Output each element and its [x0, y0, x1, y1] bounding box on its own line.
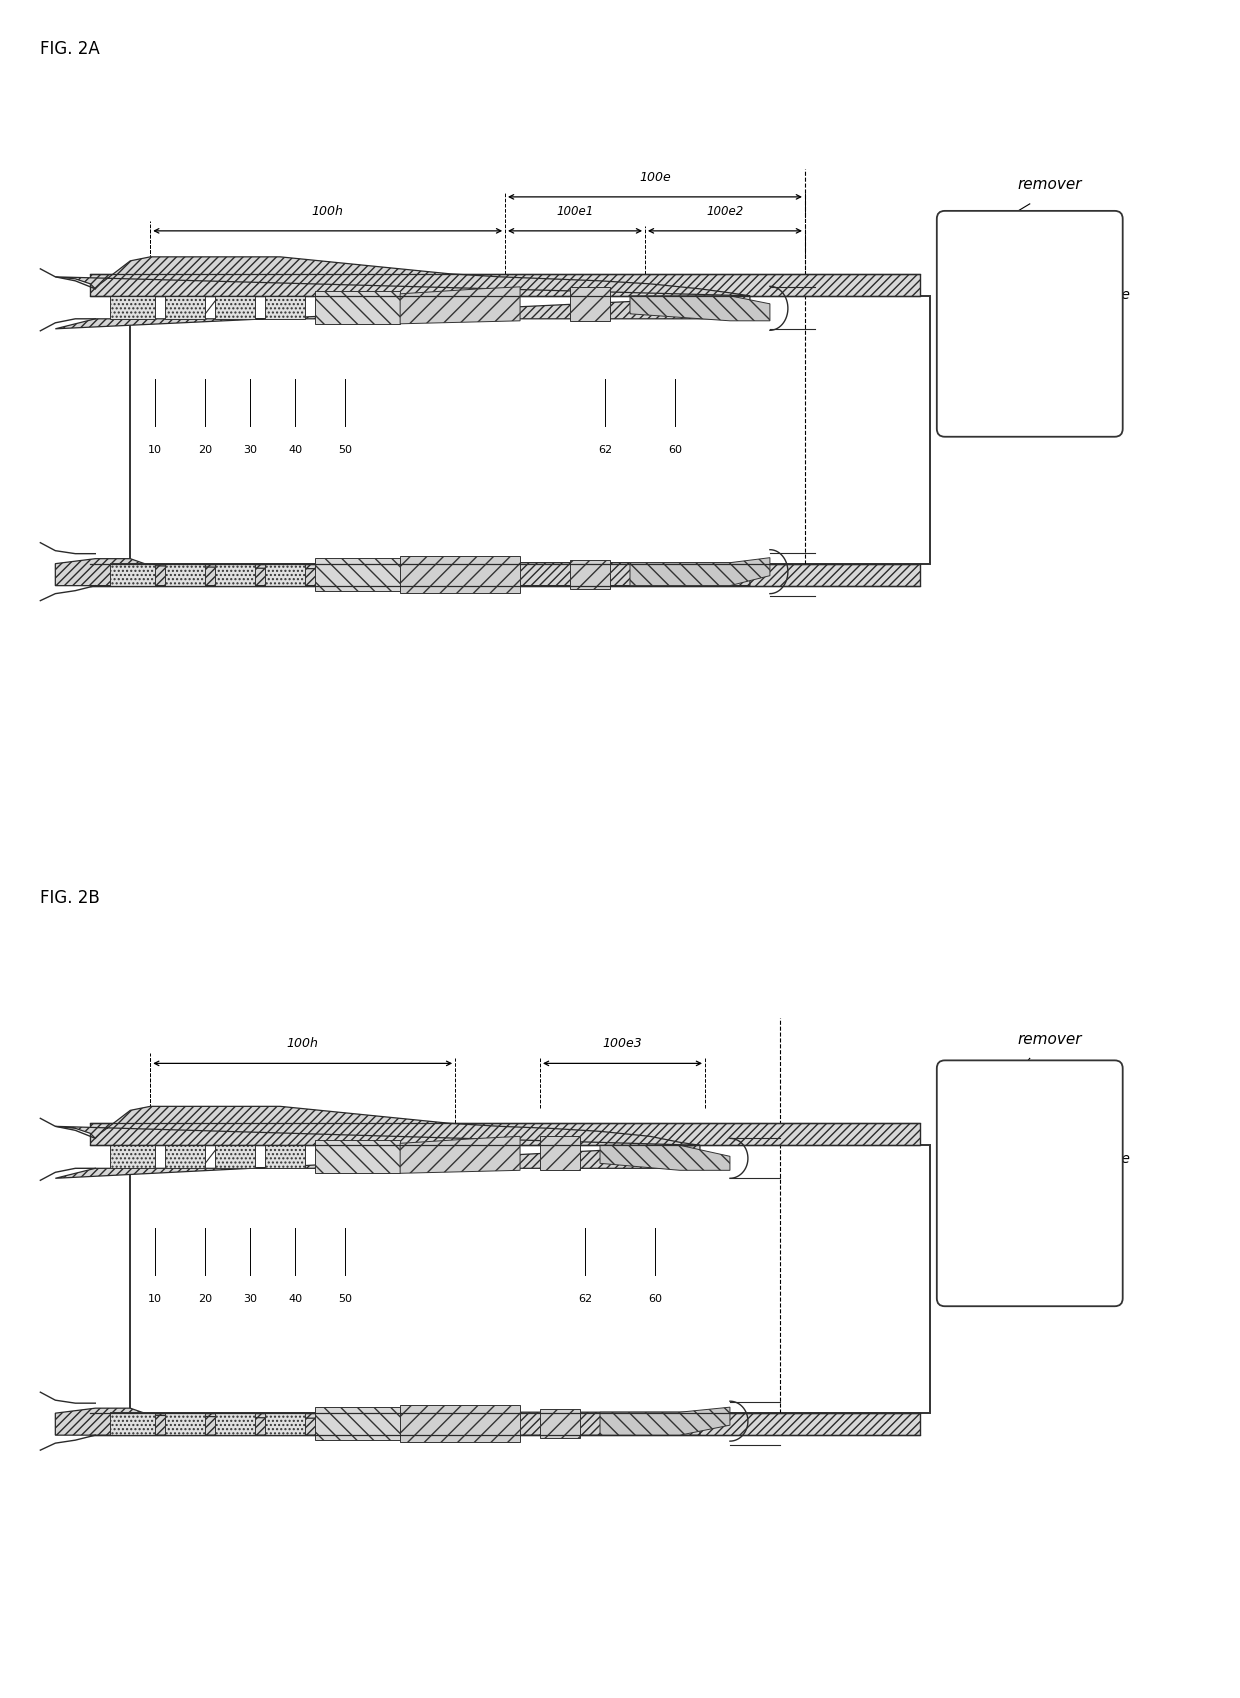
Polygon shape: [216, 564, 255, 586]
Polygon shape: [315, 1141, 401, 1173]
Polygon shape: [216, 1413, 255, 1435]
Polygon shape: [570, 287, 610, 321]
Polygon shape: [110, 297, 155, 319]
Text: 100e2: 100e2: [707, 205, 744, 217]
Polygon shape: [56, 559, 750, 586]
Bar: [130, 297, 930, 564]
Polygon shape: [110, 1146, 155, 1168]
Polygon shape: [216, 1146, 255, 1168]
Text: remover: remover: [1018, 1031, 1083, 1046]
Polygon shape: [401, 1136, 520, 1173]
Polygon shape: [315, 559, 401, 591]
Text: 20: 20: [198, 445, 212, 455]
Polygon shape: [630, 559, 770, 586]
Text: 62: 62: [598, 445, 613, 455]
Polygon shape: [401, 287, 520, 324]
Polygon shape: [56, 1408, 699, 1435]
Text: 100h: 100h: [286, 1037, 319, 1049]
Polygon shape: [265, 297, 305, 319]
Text: 50: 50: [339, 445, 352, 455]
Polygon shape: [165, 1413, 206, 1435]
Text: pipe: pipe: [1100, 1151, 1130, 1165]
Polygon shape: [401, 1406, 520, 1442]
Text: 62: 62: [578, 1294, 591, 1304]
Polygon shape: [265, 564, 305, 586]
Text: 60: 60: [668, 445, 682, 455]
Text: 60: 60: [649, 1294, 662, 1304]
Polygon shape: [315, 1408, 401, 1440]
Bar: [130, 1146, 930, 1413]
Text: 100h: 100h: [311, 205, 343, 217]
Text: 30: 30: [243, 1294, 257, 1304]
Polygon shape: [315, 292, 401, 324]
Polygon shape: [110, 1413, 155, 1435]
Text: remover: remover: [1018, 177, 1083, 192]
Polygon shape: [216, 297, 255, 319]
Bar: [91, 1413, 920, 1435]
Polygon shape: [110, 564, 155, 586]
Text: 10: 10: [149, 1294, 162, 1304]
FancyBboxPatch shape: [936, 1061, 1122, 1306]
Polygon shape: [541, 1409, 580, 1438]
Polygon shape: [570, 560, 610, 589]
Polygon shape: [541, 1136, 580, 1170]
Polygon shape: [600, 1146, 730, 1170]
Polygon shape: [165, 564, 206, 586]
Text: FIG. 2A: FIG. 2A: [41, 41, 100, 58]
Text: 20: 20: [198, 1294, 212, 1304]
Text: FIG. 2B: FIG. 2B: [41, 890, 100, 907]
Polygon shape: [600, 1408, 730, 1435]
Text: 10: 10: [149, 445, 162, 455]
Bar: [91, 1124, 920, 1146]
Text: 30: 30: [243, 445, 257, 455]
Text: pipe: pipe: [1100, 287, 1130, 302]
Text: 40: 40: [288, 1294, 303, 1304]
Polygon shape: [630, 297, 770, 321]
Text: 100e3: 100e3: [603, 1037, 642, 1049]
Polygon shape: [265, 1413, 305, 1435]
Polygon shape: [265, 1146, 305, 1168]
Text: 100e: 100e: [639, 171, 671, 183]
Polygon shape: [56, 258, 750, 329]
FancyBboxPatch shape: [936, 212, 1122, 438]
Bar: [91, 275, 920, 297]
Polygon shape: [401, 557, 520, 593]
Polygon shape: [56, 1107, 699, 1178]
Polygon shape: [165, 297, 206, 319]
Polygon shape: [165, 1146, 206, 1168]
Text: 40: 40: [288, 445, 303, 455]
Bar: [91, 564, 920, 586]
Text: 50: 50: [339, 1294, 352, 1304]
Text: 100e1: 100e1: [557, 205, 594, 217]
